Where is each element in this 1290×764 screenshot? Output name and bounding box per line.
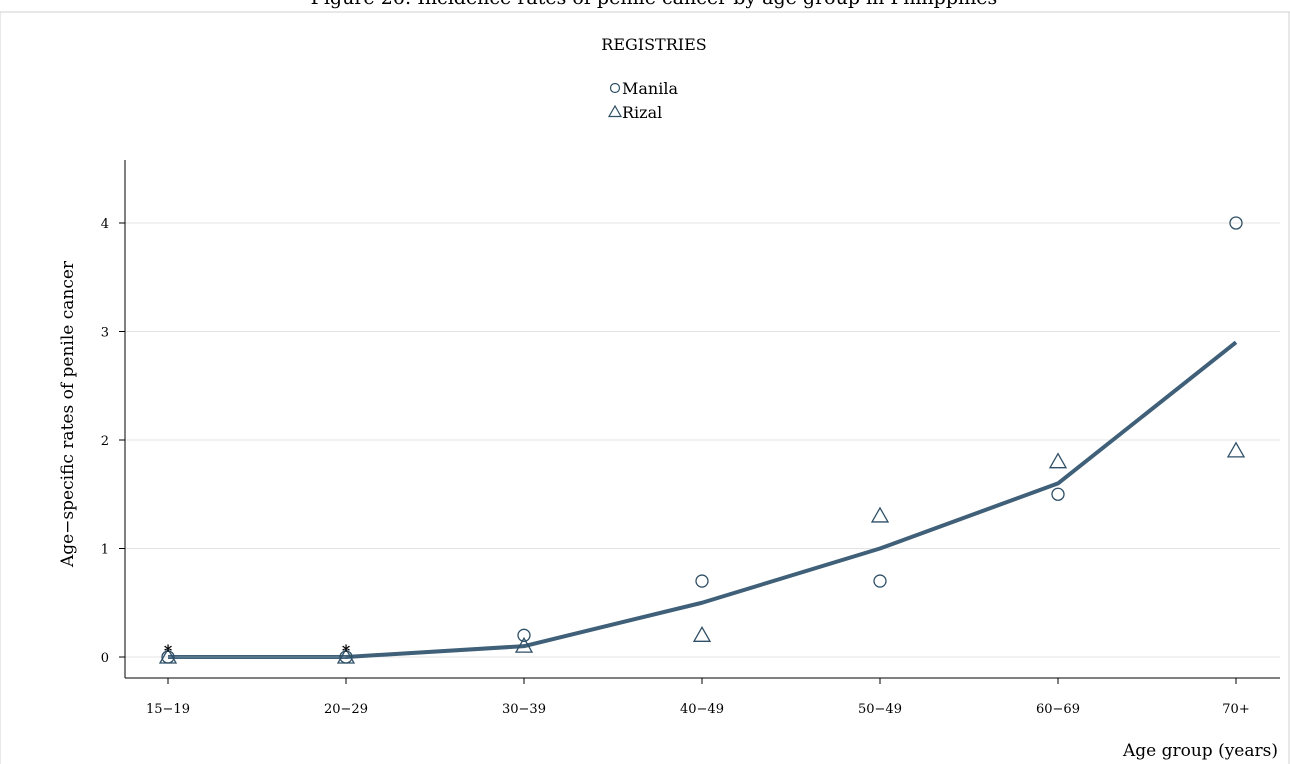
- axes: 0 1 2 3 4 15−19 20−29 30−39 40−49 50−49 60−69 70+: [101, 160, 1280, 717]
- x-tick-label-2: 30−39: [502, 702, 546, 717]
- annotation-asterisk-0: *: [164, 641, 173, 660]
- legend: Manila Rizal: [607, 79, 678, 122]
- y-axis-label: Age−specific rates of penile cancer: [58, 260, 78, 568]
- figure-title: Figure 26: Incidence rates of penile can…: [311, 0, 998, 9]
- rizal-point-5: [1048, 452, 1068, 469]
- legend-rizal-marker: [607, 104, 623, 118]
- rizal-point-0: [158, 647, 178, 664]
- x-tick-label-1: 20−29: [324, 702, 368, 717]
- x-tick-label-6: 70+: [1222, 702, 1249, 717]
- annotation-asterisk-1: *: [342, 641, 351, 660]
- rizal-point-2: [514, 636, 534, 653]
- fit-line-layer: [168, 340, 1238, 659]
- x-tick-label-5: 60−69: [1036, 702, 1080, 717]
- manila-point-2: [517, 628, 531, 642]
- y-tick-label-4: 4: [101, 217, 109, 232]
- manila-point-6: [1229, 216, 1243, 230]
- gridlines: [125, 222, 1280, 658]
- markers: [158, 216, 1246, 664]
- rizal-point-3: [692, 625, 712, 642]
- y-tick-label-1: 1: [101, 543, 109, 558]
- rizal-point-6: [1226, 441, 1246, 458]
- fitted-line: [168, 340, 1238, 659]
- legend-rizal-label: Rizal: [622, 103, 662, 122]
- x-tick-label-3: 40−49: [680, 702, 724, 717]
- manila-point-4: [873, 574, 887, 588]
- annotations: * *: [164, 641, 351, 660]
- x-tick-label-0: 15−19: [146, 702, 190, 717]
- legend-manila-label: Manila: [622, 79, 678, 98]
- manila-point-3: [695, 574, 709, 588]
- y-tick-label-2: 2: [101, 434, 109, 449]
- legend-title: REGISTRIES: [601, 35, 706, 54]
- y-tick-label-0: 0: [101, 651, 109, 666]
- rizal-point-1: [336, 647, 356, 664]
- x-tick-label-4: 50−49: [858, 702, 902, 717]
- manila-point-5: [1051, 487, 1065, 501]
- y-tick-label-3: 3: [101, 326, 109, 341]
- legend-manila-marker: [609, 82, 621, 94]
- x-axis-label: Age group (years): [1122, 741, 1278, 761]
- rizal-point-4: [870, 506, 890, 523]
